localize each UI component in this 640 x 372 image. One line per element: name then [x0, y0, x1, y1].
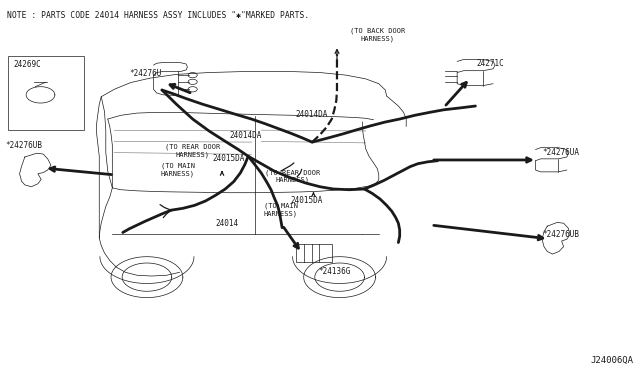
Text: (TO REAR DOOR
HARNESS): (TO REAR DOOR HARNESS): [265, 169, 320, 183]
Text: *24276UB: *24276UB: [5, 141, 42, 150]
Text: (TO MAIN
HARNESS): (TO MAIN HARNESS): [161, 163, 195, 177]
Text: (TO BACK DOOR
HARNESS): (TO BACK DOOR HARNESS): [350, 28, 405, 42]
Bar: [296, 244, 332, 262]
Text: *24136G: *24136G: [319, 267, 351, 276]
Text: (TO REAR DOOR
HARNESS): (TO REAR DOOR HARNESS): [165, 144, 220, 158]
Text: 24014DA: 24014DA: [230, 131, 262, 140]
Text: *24276UA: *24276UA: [542, 148, 579, 157]
Text: 24015DA: 24015DA: [212, 154, 244, 163]
Text: *24276UB: *24276UB: [542, 230, 579, 239]
Text: 24015DA: 24015DA: [291, 196, 323, 205]
Text: *24276U: *24276U: [129, 69, 162, 78]
Bar: [8, 56, 84, 130]
Text: NOTE : PARTS CODE 24014 HARNESS ASSY INCLUDES "✱"MARKED PARTS.: NOTE : PARTS CODE 24014 HARNESS ASSY INC…: [6, 11, 308, 20]
Text: 24014DA: 24014DA: [295, 110, 328, 119]
Text: 24269C: 24269C: [13, 60, 41, 69]
Text: 24271C: 24271C: [477, 59, 504, 68]
Text: 24014: 24014: [216, 219, 239, 228]
Text: (TO MAIN
HARNESS): (TO MAIN HARNESS): [264, 202, 298, 217]
Text: J24006QA: J24006QA: [591, 356, 634, 365]
